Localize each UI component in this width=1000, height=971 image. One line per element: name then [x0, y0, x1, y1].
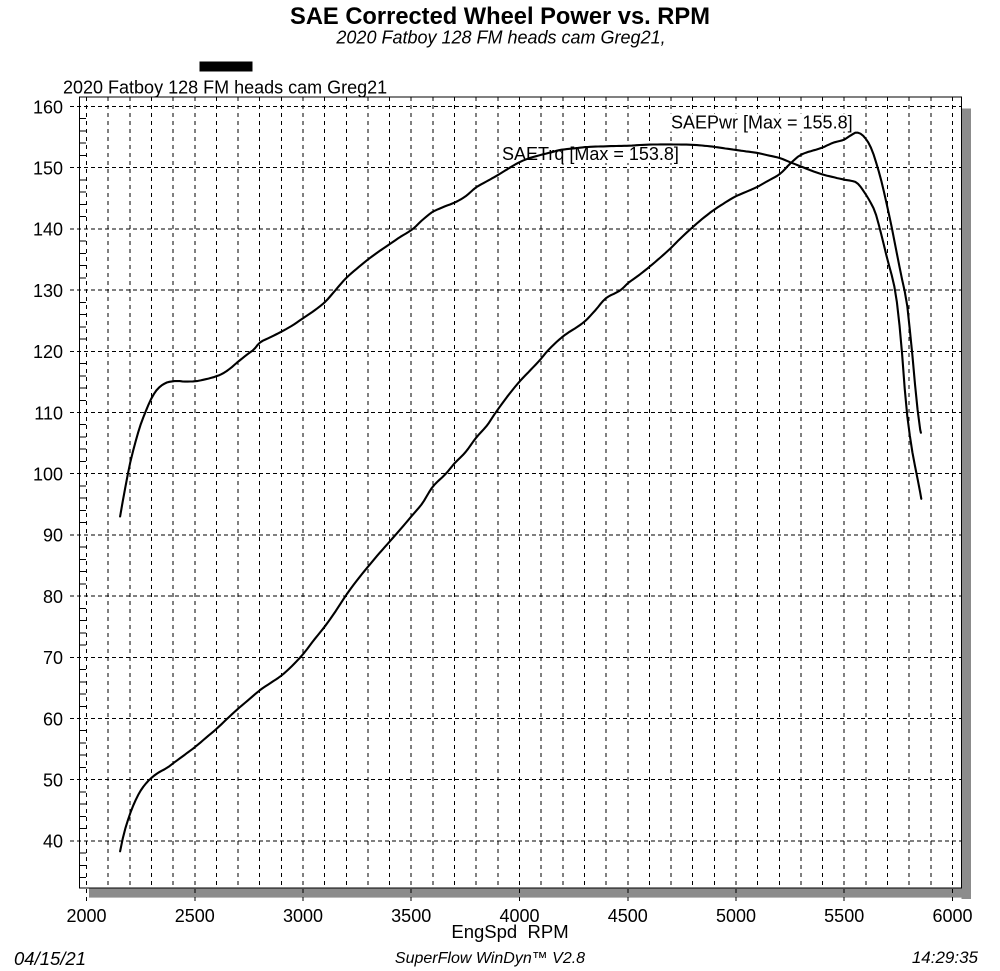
- svg-text:2000: 2000: [66, 906, 106, 926]
- svg-text:2020 Fatboy 128 FM heads cam G: 2020 Fatboy 128 FM heads cam Greg21,: [335, 28, 665, 48]
- svg-text:50: 50: [43, 771, 63, 791]
- svg-text:3500: 3500: [391, 906, 431, 926]
- svg-text:90: 90: [43, 526, 63, 546]
- svg-text:EngSpd RPM: EngSpd RPM: [451, 921, 568, 942]
- svg-text:2020 Fatboy 128 FM heads cam G: 2020 Fatboy 128 FM heads cam Greg21: [63, 78, 387, 98]
- svg-text:04/15/21: 04/15/21: [14, 948, 86, 969]
- svg-text:140: 140: [33, 220, 63, 240]
- svg-text:70: 70: [43, 648, 63, 668]
- svg-text:SuperFlow WinDyn™ V2.8: SuperFlow WinDyn™ V2.8: [395, 950, 585, 967]
- svg-text:2500: 2500: [175, 906, 215, 926]
- svg-text:SAEPwr [Max = 155.8]: SAEPwr [Max = 155.8]: [671, 113, 853, 133]
- svg-text:110: 110: [34, 403, 63, 423]
- svg-text:130: 130: [33, 281, 63, 301]
- svg-text:150: 150: [33, 159, 63, 179]
- svg-text:120: 120: [33, 342, 63, 362]
- svg-text:4500: 4500: [608, 906, 648, 926]
- svg-text:4000: 4000: [499, 906, 539, 926]
- svg-text:5000: 5000: [716, 906, 756, 926]
- svg-text:40: 40: [43, 832, 63, 852]
- svg-text:SAETrq [Max = 153.8]: SAETrq [Max = 153.8]: [502, 144, 679, 164]
- svg-text:6000: 6000: [932, 906, 972, 926]
- svg-text:160: 160: [33, 97, 63, 117]
- svg-text:SAE Corrected Wheel Power vs.: SAE Corrected Wheel Power vs. RPM: [290, 4, 710, 30]
- svg-text:80: 80: [43, 587, 63, 607]
- svg-text:100: 100: [33, 465, 63, 485]
- svg-text:3000: 3000: [283, 906, 323, 926]
- svg-text:5500: 5500: [824, 906, 864, 926]
- svg-text:14:29:35: 14:29:35: [912, 948, 979, 967]
- svg-text:60: 60: [43, 709, 63, 729]
